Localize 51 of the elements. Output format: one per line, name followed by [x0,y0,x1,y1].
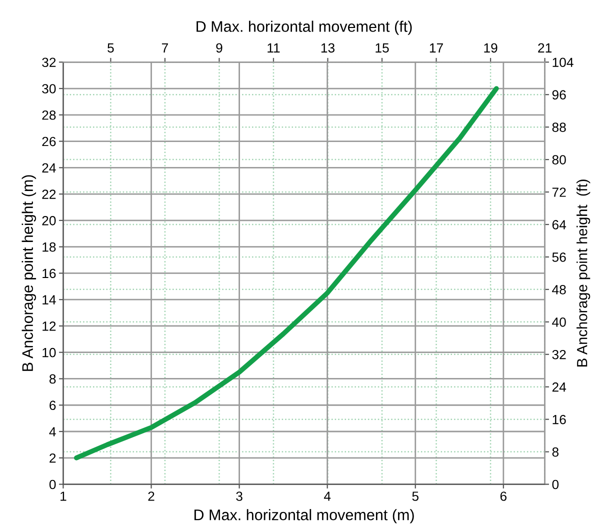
y-tick-label: 8 [50,374,56,384]
y2-tick-label: 24 [552,382,566,392]
y-tick-label: 12 [42,322,56,331]
y2-tick-label: 0 [552,480,559,490]
y-tick-label: 26 [42,136,56,146]
y2-tick-label: 40 [552,317,566,327]
y2-tick-label: 56 [552,252,566,262]
x2-axis-title: D Max. horizontal movement (ft) [196,20,412,35]
x-tick-label: 6 [500,492,507,501]
y2-tick-label: 64 [552,220,566,230]
y-tick-label: 4 [49,427,56,436]
y-tick-label: 32 [42,58,56,68]
y-tick-label: 0 [49,480,56,490]
y2-tick-label: 72 [552,188,566,197]
x2-tick-label: 9 [216,43,222,53]
x-tick-label: 3 [236,492,242,501]
y2-tick-label: 48 [552,285,566,294]
y2-tick-label: 32 [552,350,566,360]
y-tick-label: 28 [42,110,56,120]
y-tick-label: 10 [42,348,56,358]
x2-tick-label: 13 [321,43,335,53]
x-tick-label: 1 [60,492,66,501]
y-tick-label: 6 [50,400,56,410]
x2-tick-label: 21 [538,43,552,52]
x2-tick-label: 7 [162,43,168,52]
y-tick-label: 2 [50,453,56,463]
y-tick-label: 22 [42,190,56,199]
y2-tick-label: 16 [552,414,566,424]
y2-tick-label: 8 [552,447,559,457]
y2-tick-label: 80 [552,155,566,164]
x2-tick-label: 17 [430,43,443,52]
line-series [74,86,499,460]
y-tick-label: 20 [42,216,56,226]
x-axis-title: D Max. horizontal movement (m) [194,509,414,524]
x2-tick-label: 15 [376,43,389,53]
y-axis-title: B Anchorage point height (m) [22,175,36,371]
y-tick-label: 18 [42,242,56,252]
y2-tick-label: 88 [552,122,566,132]
x-tick-label: 2 [148,492,154,501]
y2-tick-label: 96 [552,90,566,100]
x-tick-label: 4 [324,492,331,501]
x-tick-label: 5 [412,492,418,501]
x2-tick-label: 19 [484,43,498,53]
x2-tick-label: 11 [268,43,280,52]
y-tick-label: 30 [42,84,56,94]
y2-tick-label: 104 [552,58,574,68]
y2-axis-title: B Anchorage point height (ft) [576,180,590,366]
y-tick-label: 24 [42,163,56,172]
y-tick-label: 14 [42,295,56,304]
x2-tick-label: 5 [108,43,114,53]
y-tick-label: 16 [42,268,56,278]
